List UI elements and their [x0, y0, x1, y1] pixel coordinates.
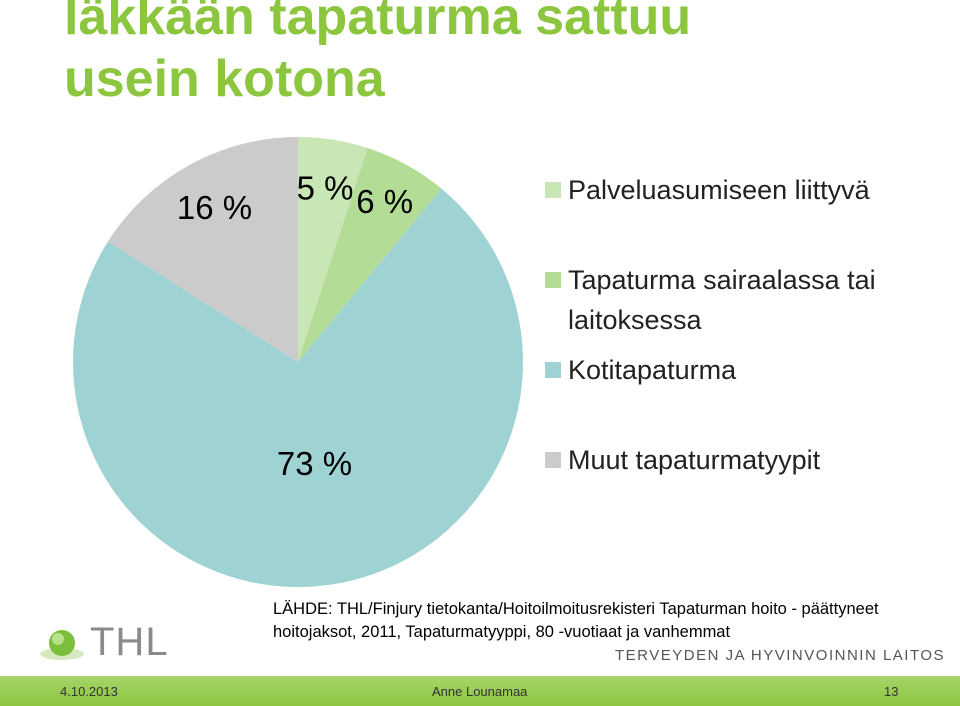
source-note: LÄHDE: THL/Finjury tietokanta/Hoitoilmoi…: [273, 600, 879, 641]
pie-slice: [72, 188, 523, 587]
legend-label: Tapaturma sairaalassa tai laitoksessa: [568, 265, 876, 335]
legend-swatch: [545, 362, 561, 378]
legend-label: Kotitapaturma: [568, 355, 737, 385]
slice-label: 16 %: [177, 189, 252, 226]
legend: Palveluasumiseen liittyvä Tapaturma saira…: [545, 170, 960, 480]
pie-slice: [298, 137, 368, 362]
pie-slice: [298, 148, 442, 362]
pie-chart: 5 % 6 % 73 % 16 %: [72, 137, 523, 587]
logo-text: THL: [90, 620, 169, 664]
legend-swatch: [545, 182, 561, 198]
logo-icon: [40, 630, 84, 660]
legend-entry: Tapaturma sairaalassa tai laitoksessa: [545, 260, 960, 340]
logo-subtext: TERVEYDEN JA HYVINVOINNIN LAITOS: [615, 647, 946, 664]
footer-author: Anne Lounamaa: [432, 684, 528, 699]
legend-label: Muut tapaturmatyypit: [568, 445, 821, 475]
footer-date: 4.10.2013: [60, 684, 118, 699]
legend-swatch: [545, 272, 561, 288]
pie-slice: [108, 137, 298, 362]
slice-label: 6 %: [356, 183, 413, 220]
slice-label: 73 %: [277, 445, 352, 482]
legend-swatch: [545, 452, 561, 468]
footer-page: 13: [884, 684, 899, 699]
legend-entry: Palveluasumiseen liittyvä: [545, 170, 960, 210]
slice-label: 5 %: [297, 170, 354, 207]
legend-entry: Muut tapaturmatyypit: [545, 440, 960, 480]
slide-title: läkkään tapaturma sattuu usein kotona: [64, 0, 692, 108]
legend-label: Palveluasumiseen liittyvä: [568, 175, 870, 205]
legend-entry: Kotitapaturma: [545, 350, 960, 390]
footer: 4.10.2013 Anne Lounamaa 13: [0, 676, 960, 706]
